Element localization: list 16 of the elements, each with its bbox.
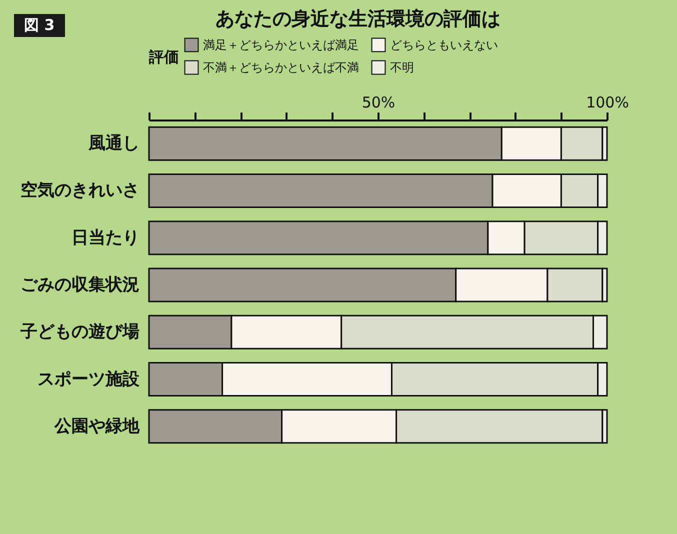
chart-title: あなたの身近な生活環境の評価は (216, 8, 500, 30)
legend-label: 不満＋どちらかといえば不満 (203, 60, 359, 74)
y-tick-label: 子どもの遊び場 (20, 322, 140, 342)
x-tick-label: 50% (362, 94, 396, 112)
x-tick-label: 100% (586, 94, 629, 112)
legend-label: 満足＋どちらかといえば満足 (203, 38, 359, 52)
y-tick-label: 風通し (88, 134, 140, 154)
y-tick-label: ごみの収集状況 (20, 275, 140, 295)
caption: 図 3 (14, 14, 65, 37)
legend-title: 評価 (148, 48, 179, 66)
y-tick-label: スポーツ施設 (38, 369, 140, 390)
y-tick-label: 日当たり (72, 228, 140, 248)
y-tick-label: 公園や緑地 (54, 416, 140, 436)
y-tick-label: 空気のきれいさ (20, 180, 140, 201)
legend-label: 不明 (390, 60, 414, 74)
legend-label: どちらともいえない (390, 38, 498, 52)
